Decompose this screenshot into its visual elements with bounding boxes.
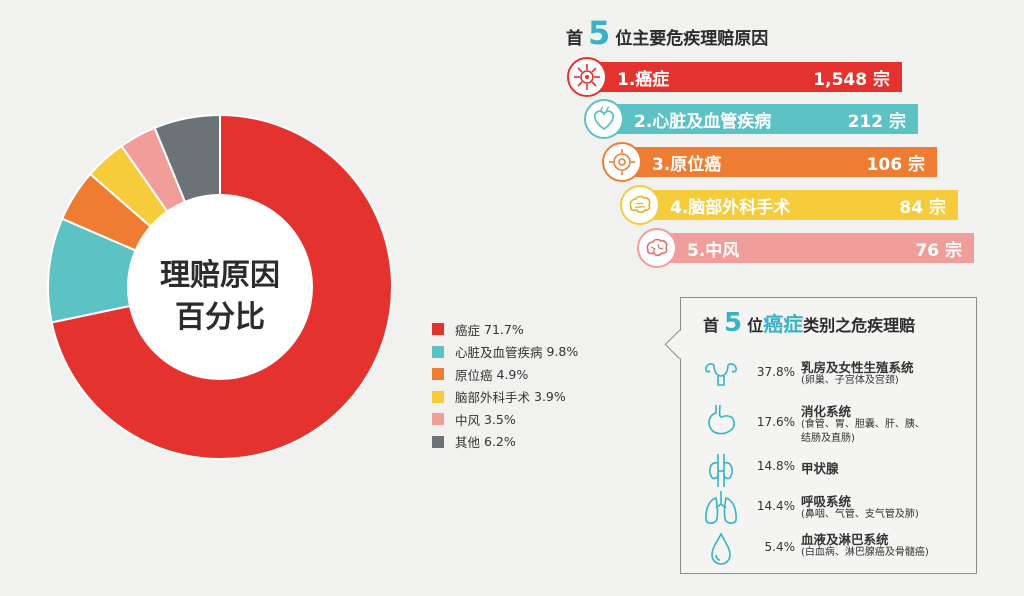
donut-center-label-line-2: 百分比 — [175, 300, 265, 335]
cancer-box-title-highlight: 癌症 — [763, 312, 804, 336]
cancer-pct: 14.8% — [756, 459, 795, 473]
legend-label: 其他 — [455, 435, 481, 451]
cancer-name: 甲状腺 — [801, 461, 839, 476]
stomach-icon — [708, 404, 735, 435]
cell-icon — [602, 142, 642, 182]
bar-1: 1.癌症 1,548 宗 — [589, 62, 902, 92]
cancer-categories-box: 首 5 位 癌症 类别之危疾理赔 37.8% 乳房及女性生殖系统 (卵巢、子宫体… — [664, 297, 977, 574]
bar-2: 2.心脏及血管疾病 212 宗 — [606, 104, 918, 134]
cancer-pct: 5.4% — [764, 540, 796, 554]
bar-label: 4.脑部外科手术 — [670, 197, 791, 218]
legend-swatch — [432, 413, 444, 426]
legend-label: 心脏及血管疾病 — [455, 345, 543, 361]
legend-label: 脑部外科手术 — [455, 390, 531, 406]
cancer-sub: (食管、胃、胆囊、肝、胰、 — [801, 419, 925, 430]
bar-label: 3.原位癌 — [652, 154, 722, 175]
legend-label: 中风 — [455, 412, 481, 428]
bar-value-number: 84 — [899, 197, 924, 218]
bar-value-number: 1,548 — [813, 69, 868, 90]
bar-value: 212 宗 — [848, 107, 906, 132]
cancer-name: 血液及淋巴系统 — [801, 532, 889, 547]
bar-5: 5.中风 76 宗 — [659, 233, 974, 263]
cancer-box-title-number: 5 — [724, 308, 743, 338]
cancer-sub: 结肠及直肠) — [801, 433, 855, 444]
legend-item: 心脏及血管疾病 9.8% — [432, 341, 578, 364]
legend-item: 癌症 71.7% — [432, 318, 578, 341]
cancer-name: 乳房及女性生殖系统 — [801, 360, 914, 375]
cancer-sub: (鼻咽、气管、支气管及肺) — [801, 509, 919, 520]
brain-icon — [620, 185, 660, 225]
bar-label: 2.心脏及血管疾病 — [634, 111, 772, 132]
donut-chart: 理赔原因 百分比 — [47, 113, 393, 460]
callout-pointer — [664, 329, 695, 360]
cancer-box-title-prefix: 首 — [703, 316, 720, 335]
heart-icon — [584, 99, 624, 139]
cancer-sub: (白血病、淋巴腺癌及骨髓癌) — [801, 547, 929, 558]
bar-label: 5.中风 — [687, 240, 740, 261]
bar-unit: 宗 — [945, 240, 962, 261]
legend-value: 71.7% — [484, 321, 524, 337]
blood-drop-icon — [711, 532, 731, 565]
bar-unit: 宗 — [889, 111, 906, 132]
cancer-pct: 17.6% — [756, 415, 795, 429]
legend-label: 癌症 — [455, 322, 481, 338]
bar-unit: 宗 — [908, 154, 925, 175]
legend-value: 9.8% — [546, 344, 579, 360]
legend-swatch — [432, 323, 444, 336]
bar-label: 1.癌症 — [617, 69, 670, 90]
chart-legend: 癌症 71.7% 心脏及血管疾病 9.8% 原位癌 4.9% 脑部外科手术 3.… — [432, 318, 578, 453]
female-reproductive-icon — [705, 363, 737, 386]
bar-value: 84 宗 — [899, 193, 946, 218]
cancer-box-title-middle: 位 — [747, 316, 764, 335]
legend-value: 6.2% — [484, 434, 516, 450]
top5-title-suffix: 位主要危疾理赔原因 — [615, 29, 769, 49]
bar-unit: 宗 — [929, 197, 946, 218]
legend-value: 3.5% — [484, 411, 516, 427]
cancer-name: 消化系统 — [801, 404, 852, 419]
top5-title-number: 5 — [588, 14, 611, 52]
legend-value: 3.9% — [534, 389, 566, 405]
legend-swatch — [432, 435, 444, 448]
top5-title: 首 5 位主要危疾理赔原因 — [566, 17, 768, 53]
legend-item: 脑部外科手术 3.9% — [432, 386, 578, 409]
donut-center-label-line-1: 理赔原因 — [160, 258, 280, 293]
donut-hole — [127, 194, 313, 380]
bar-value-number: 76 — [915, 240, 940, 261]
cancer-pct: 14.4% — [756, 499, 795, 513]
cancer-cell-icon — [567, 57, 607, 97]
bar-value: 76 宗 — [915, 236, 962, 261]
brain-vessels-icon — [637, 228, 677, 268]
legend-item: 原位癌 4.9% — [432, 363, 578, 386]
top5-title-prefix: 首 — [566, 29, 583, 49]
legend-swatch — [432, 368, 444, 381]
cancer-sub: (卵巢、子宫体及宫颈) — [801, 375, 899, 386]
cancer-box-title: 首 5 位 癌症 类别之危疾理赔 — [703, 308, 915, 337]
cancer-box-title-suffix: 类别之危疾理赔 — [803, 316, 916, 335]
cancer-pct: 37.8% — [756, 365, 795, 379]
legend-item: 其他 6.2% — [432, 431, 578, 454]
lungs-icon — [705, 491, 737, 524]
bar-value: 1,548 宗 — [813, 65, 890, 90]
bar-3: 3.原位癌 106 宗 — [624, 147, 937, 177]
legend-value: 4.9% — [496, 366, 529, 382]
bar-value: 106 宗 — [867, 150, 925, 175]
bar-value-number: 212 — [847, 111, 884, 132]
legend-item: 中风 3.5% — [432, 408, 578, 431]
thyroid-icon — [709, 454, 733, 487]
bar-unit: 宗 — [873, 69, 890, 90]
legend-label: 原位癌 — [455, 367, 493, 383]
cancer-name: 呼吸系统 — [801, 494, 852, 509]
bar-4: 4.脑部外科手术 84 宗 — [642, 190, 958, 220]
bar-value-number: 106 — [866, 154, 903, 175]
legend-swatch — [432, 390, 444, 403]
legend-swatch — [432, 345, 444, 358]
